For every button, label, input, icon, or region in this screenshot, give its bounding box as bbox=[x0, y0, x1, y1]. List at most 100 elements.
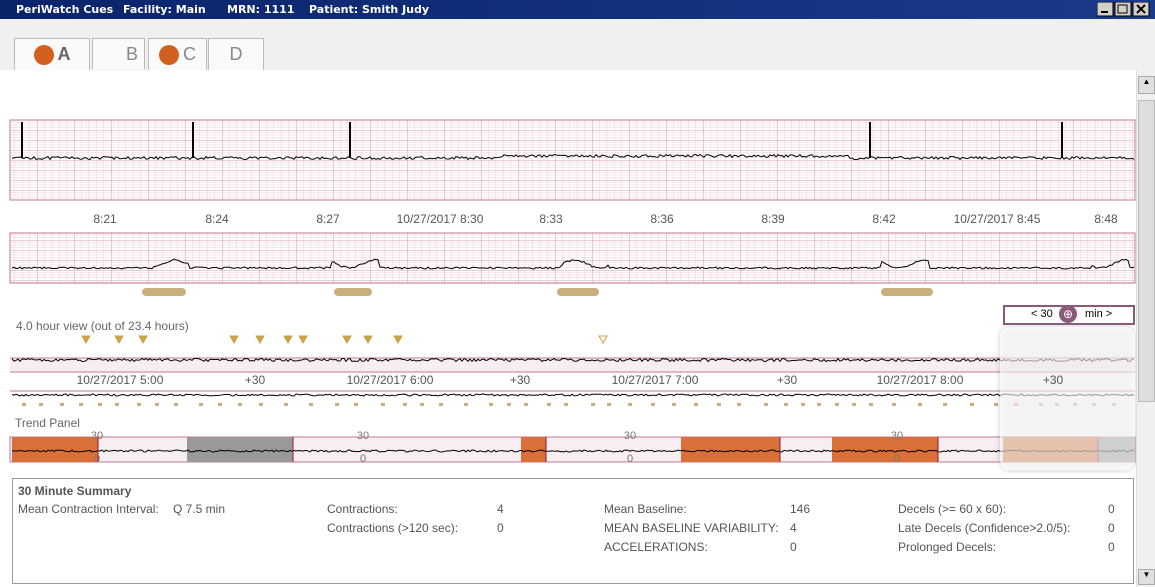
trace bbox=[11, 357, 1135, 363]
event-dot bbox=[994, 403, 998, 406]
summary-label: Contractions: bbox=[327, 502, 398, 516]
event-dot bbox=[970, 403, 974, 406]
time-label: 8:48 bbox=[1094, 212, 1118, 226]
overview-caption: 4.0 hour view (out of 23.4 hours) bbox=[16, 319, 189, 333]
summary-label: Late Decels (Confidence>2.0/5): bbox=[898, 521, 1071, 535]
event-marker bbox=[255, 335, 265, 345]
trend-high: 30 bbox=[356, 430, 370, 442]
tab[interactable]: D bbox=[208, 38, 264, 70]
time-label: 8:33 bbox=[539, 212, 563, 226]
trend-low: 0 bbox=[626, 453, 634, 465]
trace bbox=[11, 393, 1135, 397]
tab[interactable]: A bbox=[14, 38, 90, 70]
event-dot bbox=[547, 403, 551, 406]
event-dot bbox=[354, 403, 358, 406]
tab-label: D bbox=[229, 44, 243, 64]
overview-time: 10/27/2017 5:00 bbox=[76, 373, 164, 387]
summary-label: Prolonged Decels: bbox=[898, 540, 997, 554]
time-label: 8:24 bbox=[205, 212, 229, 226]
event-dot bbox=[284, 403, 288, 406]
event-dot bbox=[784, 403, 788, 406]
tab-label: B bbox=[125, 43, 138, 64]
event-dot bbox=[115, 403, 119, 406]
trend-low: 0 bbox=[93, 453, 101, 465]
summary-label: MEAN BASELINE VARIABILITY: bbox=[604, 521, 779, 535]
event-dot bbox=[764, 403, 768, 406]
magnifier bbox=[1000, 327, 1135, 470]
scrollbar[interactable]: ▲ ▼ bbox=[1136, 70, 1155, 587]
event-dot bbox=[607, 403, 611, 406]
event-dot bbox=[381, 403, 385, 406]
summary-value: 0 bbox=[1108, 502, 1115, 516]
event-dot bbox=[835, 403, 839, 406]
tab[interactable]: B bbox=[92, 38, 145, 69]
title-bar: PeriWatch Cues Facility: Main MRN: 1111 … bbox=[0, 0, 1155, 19]
event-dot bbox=[60, 403, 64, 406]
zoom-more[interactable]: min > bbox=[1085, 308, 1113, 320]
event-dot bbox=[259, 403, 263, 406]
summary-value: 146 bbox=[790, 502, 811, 516]
event-dot bbox=[672, 403, 676, 406]
event-marker bbox=[342, 335, 352, 345]
event-dot bbox=[564, 403, 568, 406]
event-dot bbox=[918, 403, 922, 406]
summary-value: 4 bbox=[790, 521, 797, 535]
event-dot bbox=[801, 403, 805, 406]
event-dot bbox=[507, 403, 511, 406]
event-dot bbox=[218, 403, 222, 406]
trace bbox=[11, 449, 1135, 453]
event-marker bbox=[114, 335, 124, 345]
window-buttons[interactable] bbox=[1097, 2, 1153, 17]
event-marker bbox=[138, 335, 148, 345]
event-dot bbox=[137, 403, 141, 406]
time-label: 8:39 bbox=[761, 212, 785, 226]
trace bbox=[11, 258, 1135, 270]
event-dot bbox=[591, 403, 595, 406]
event-marker bbox=[363, 335, 373, 345]
event-dot bbox=[39, 403, 43, 406]
event-marker bbox=[229, 335, 239, 345]
event-marker bbox=[298, 335, 308, 345]
zoom-less[interactable]: < 30 bbox=[1031, 308, 1053, 320]
summary-label: ACCELERATIONS: bbox=[604, 540, 708, 554]
event-dot bbox=[420, 403, 424, 406]
summary-label: Decels (>= 60 x 60): bbox=[898, 502, 1007, 516]
ua-grid bbox=[9, 232, 1136, 284]
summary-value: Q 7.5 min bbox=[173, 502, 226, 516]
event-dot bbox=[22, 403, 26, 406]
trend-high: 30 bbox=[90, 430, 104, 442]
overview-time: +30 bbox=[776, 373, 798, 387]
time-label: 8:27 bbox=[316, 212, 340, 226]
trend-title: Trend Panel bbox=[15, 416, 80, 430]
trend-high: 30 bbox=[623, 430, 637, 442]
event-dot bbox=[403, 403, 407, 406]
event-dot bbox=[628, 403, 632, 406]
overview-time: 10/27/2017 8:00 bbox=[876, 373, 964, 387]
tracing-area bbox=[9, 119, 1136, 470]
summary-value: 0 bbox=[1108, 540, 1115, 554]
facility: Facility: Main bbox=[123, 3, 206, 16]
tab-label: A bbox=[57, 44, 71, 64]
tab[interactable]: C bbox=[148, 38, 207, 70]
overview-time: 10/27/2017 6:00 bbox=[346, 373, 434, 387]
summary-panel: 30 Minute Summary Mean Contraction Inter… bbox=[12, 478, 1134, 584]
fhr-grid bbox=[9, 119, 1136, 201]
zoom-control[interactable]: < 30 ⊕ min > bbox=[1003, 305, 1135, 325]
event-dot bbox=[651, 403, 655, 406]
trace bbox=[11, 153, 1135, 161]
event-dot bbox=[869, 403, 873, 406]
zoom-icon[interactable]: ⊕ bbox=[1059, 305, 1077, 323]
overview-time: 10/27/2017 7:00 bbox=[611, 373, 699, 387]
event-dot bbox=[439, 403, 443, 406]
event-dot bbox=[155, 403, 159, 406]
event-dot bbox=[852, 403, 856, 406]
patient: Patient: Smith Judy bbox=[309, 3, 430, 16]
event-dot bbox=[524, 403, 528, 406]
summary-label: Contractions (>120 sec): bbox=[327, 521, 459, 535]
summary-value: 0 bbox=[497, 521, 504, 535]
overview-time: +30 bbox=[509, 373, 531, 387]
summary-label: Mean Baseline: bbox=[604, 502, 687, 516]
summary-value: 0 bbox=[1108, 521, 1115, 535]
time-label: 10/27/2017 8:30 bbox=[396, 212, 484, 226]
